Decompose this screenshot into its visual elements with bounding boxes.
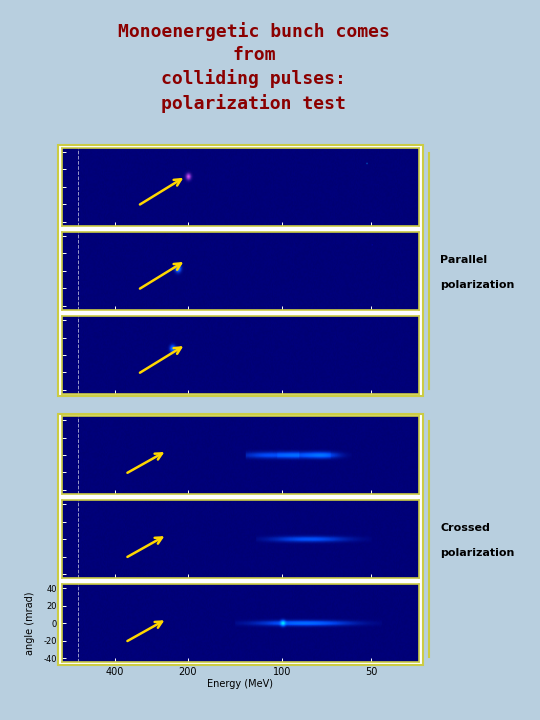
Text: Crossed: Crossed <box>440 523 490 534</box>
Text: Parallel: Parallel <box>440 255 487 265</box>
Text: Monoenergetic bunch comes
from
colliding pulses:
polarization test: Monoenergetic bunch comes from colliding… <box>118 22 390 112</box>
Text: polarization: polarization <box>440 549 515 559</box>
X-axis label: Energy (MeV): Energy (MeV) <box>207 679 273 688</box>
Text: angle (mrad): angle (mrad) <box>25 591 35 655</box>
Text: polarization: polarization <box>440 280 515 290</box>
